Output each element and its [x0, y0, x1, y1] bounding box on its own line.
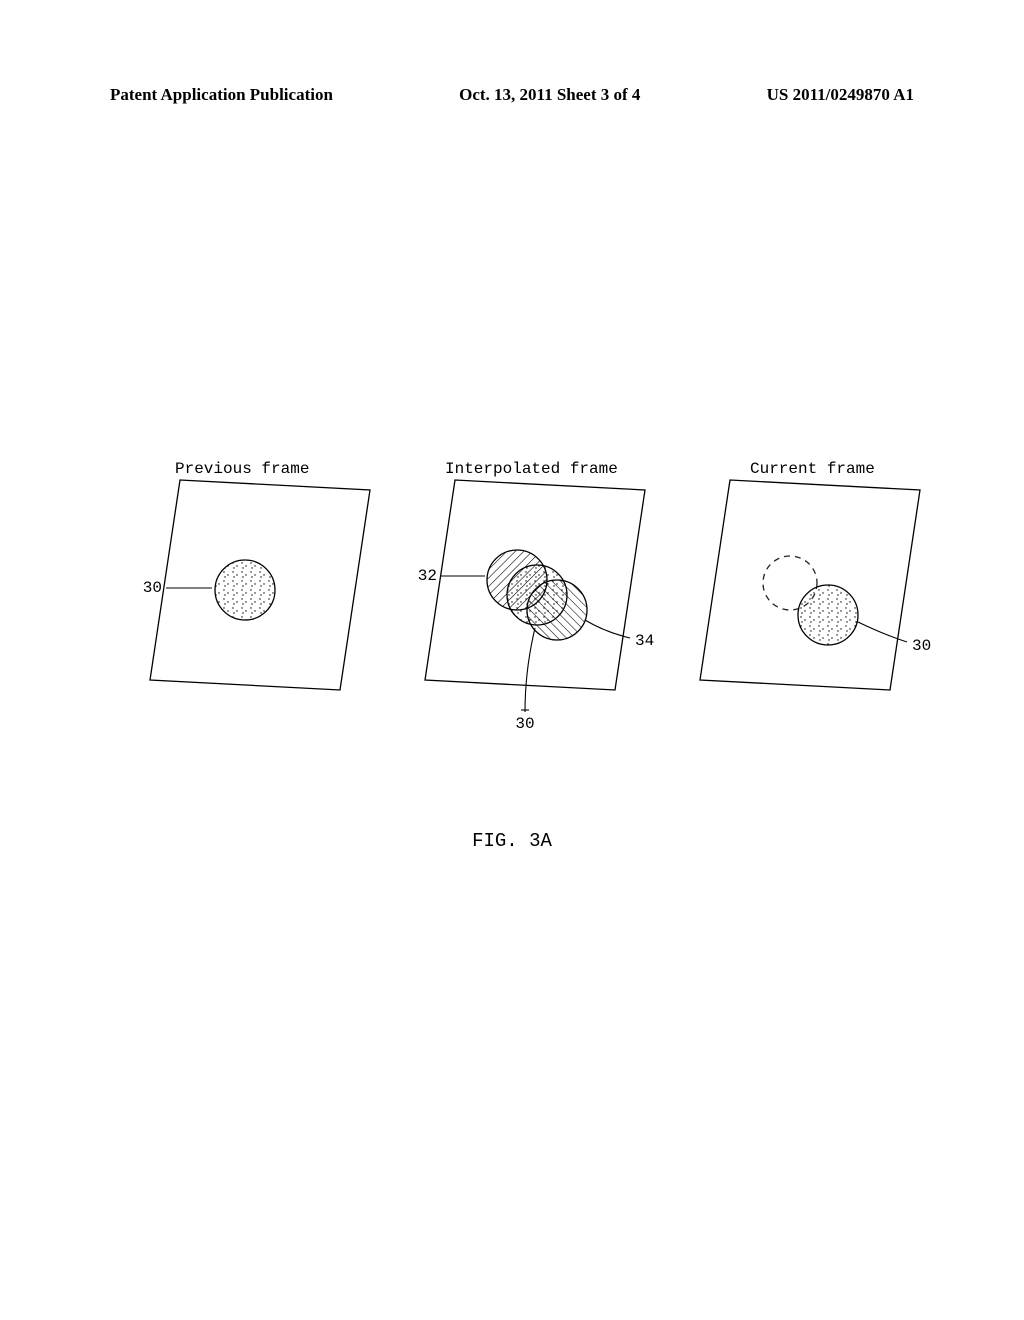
panel-current: 30	[700, 480, 931, 690]
title-current: Current frame	[750, 460, 875, 478]
label-30-interp: 30	[515, 715, 534, 733]
title-interpolated: Interpolated frame	[445, 460, 618, 478]
label-34: 34	[635, 632, 654, 650]
header-left: Patent Application Publication	[110, 85, 333, 105]
page-header: Patent Application Publication Oct. 13, …	[0, 85, 1024, 105]
header-right: US 2011/0249870 A1	[767, 85, 914, 105]
label-32: 32	[418, 567, 437, 585]
figure-caption: FIG. 3A	[472, 830, 552, 852]
figure-svg: 30 32 34 30	[100, 480, 980, 820]
figure-3a: Previous frame Interpolated frame Curren…	[100, 460, 964, 800]
title-previous: Previous frame	[175, 460, 309, 478]
header-center: Oct. 13, 2011 Sheet 3 of 4	[459, 85, 640, 105]
panel-previous: 30	[143, 480, 370, 690]
label-30-prev: 30	[143, 579, 162, 597]
label-30-curr: 30	[912, 637, 931, 655]
panel-interpolated: 32 34 30	[418, 480, 654, 733]
